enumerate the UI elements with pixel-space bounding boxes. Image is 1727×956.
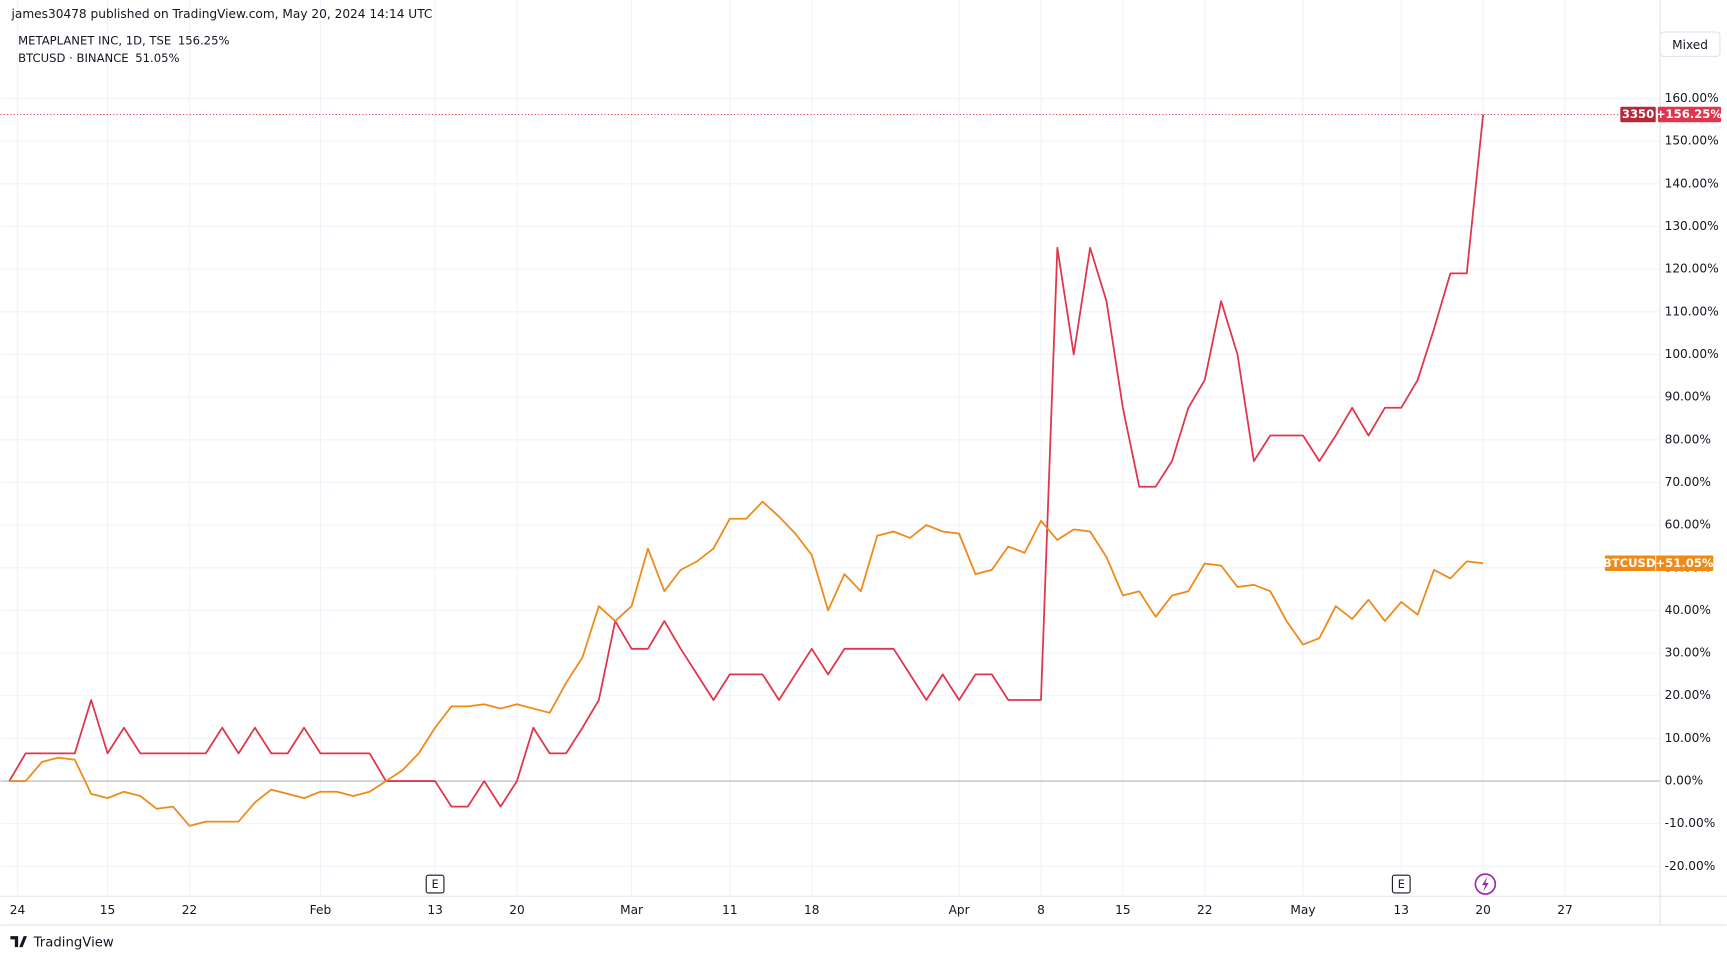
y-tick-label: 120.00% (1665, 262, 1719, 276)
x-tick-label: 20 (509, 903, 524, 917)
x-tick-label: Mar (620, 903, 643, 917)
x-tick-label: Feb (310, 903, 332, 917)
change-tag-bg (1657, 106, 1722, 123)
series-line (8, 114, 1485, 808)
y-tick-label: 140.00% (1665, 176, 1719, 190)
x-tick-label: 15 (1115, 903, 1130, 917)
y-tick-label: 150.00% (1665, 134, 1719, 148)
publisher: james30478 published on TradingView.com,… (11, 7, 433, 21)
y-tick-label: -10.00% (1665, 816, 1716, 830)
lightning-bolt (1482, 876, 1489, 892)
price-tag-bg (1620, 106, 1656, 123)
y-tick-label: 160.00% (1665, 91, 1719, 105)
price-tag: 3350 (1622, 107, 1654, 121)
x-tick-label: 15 (100, 903, 115, 917)
y-tick-label: 70.00% (1665, 475, 1711, 489)
y-tick-label: 90.00% (1665, 390, 1711, 404)
y-tick-label: 130.00% (1665, 219, 1719, 233)
x-tick-label: 24 (10, 903, 26, 917)
change-tag: +51.05% (1655, 556, 1713, 570)
price-tag: BTCUSD (1603, 556, 1656, 570)
event-marker (425, 874, 445, 894)
plot (0, 113, 1661, 827)
y-tick-label: 20.00% (1665, 688, 1711, 702)
legend-name: BTCUSD · BINANCE (18, 51, 129, 65)
y-tick-label: 30.00% (1665, 646, 1711, 660)
x-tick-label: Apr (949, 903, 970, 917)
y-tick-label: 80.00% (1665, 432, 1711, 446)
y-tick-label: 10.00% (1665, 731, 1711, 745)
change-tag: +156.25% (1656, 107, 1723, 121)
event-label: E (1398, 878, 1405, 891)
logo-icon (10, 936, 27, 948)
y-tick-label: 60.00% (1665, 518, 1711, 532)
x-tick-label: May (1290, 903, 1315, 917)
footer-logo: TradingView (10, 936, 114, 951)
x-tick-label: 27 (1557, 903, 1572, 917)
series-line (9, 500, 1484, 827)
scale-mode-button[interactable] (1659, 31, 1721, 57)
legend-name: METAPLANET INC, 1D, TSE (18, 33, 171, 47)
y-tick-label: -20.00% (1665, 859, 1716, 873)
brand: TradingView (33, 936, 114, 951)
y-tick-label: 0.00% (1665, 774, 1704, 788)
legend-value: 156.25% (178, 33, 230, 47)
x-tick-label: 13 (1394, 903, 1409, 917)
y-tick-label: 110.00% (1665, 304, 1719, 318)
lightning-icon (1474, 873, 1497, 895)
x-tick-label: 22 (182, 903, 197, 917)
x-tick-label: 22 (1197, 903, 1212, 917)
y-tick-label: 40.00% (1665, 603, 1711, 617)
x-tick-label: 18 (804, 903, 819, 917)
grid (0, 0, 1661, 897)
y-tick-label: 100.00% (1665, 347, 1719, 361)
x-tick-label: 20 (1475, 903, 1490, 917)
x-tick-label: 13 (427, 903, 442, 917)
event-label: E (432, 878, 439, 891)
event-marker (1391, 874, 1411, 894)
legend-value: 51.05% (135, 51, 179, 65)
x-tick-label: 11 (722, 903, 737, 917)
x-tick-label: 8 (1037, 903, 1045, 917)
scale-mode-label[interactable]: Mixed (1672, 38, 1708, 52)
price-tag-bg (1604, 555, 1714, 572)
